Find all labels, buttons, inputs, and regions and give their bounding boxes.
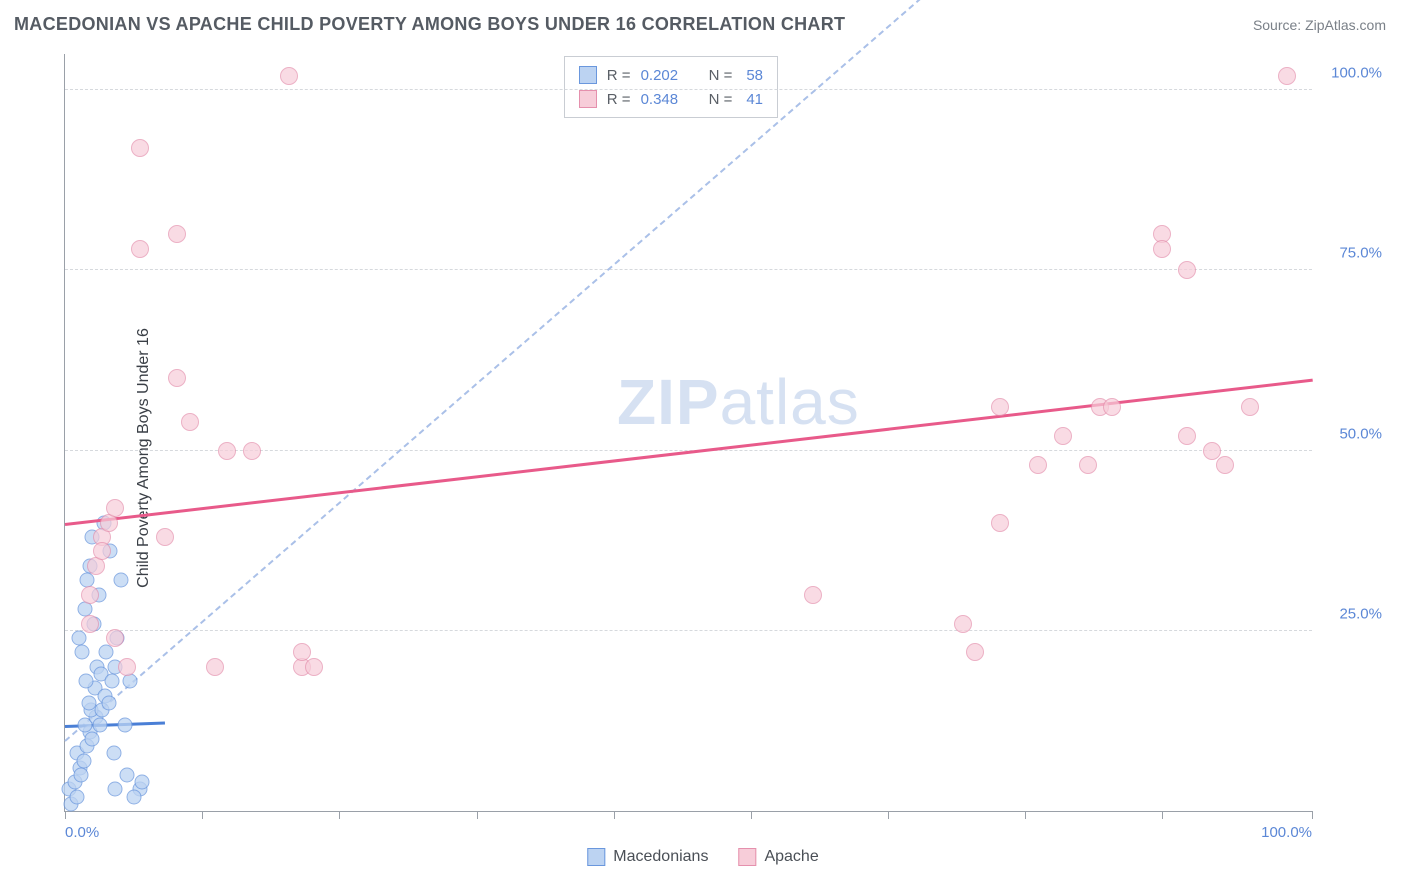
- x-tick: [339, 811, 340, 819]
- data-point: [280, 67, 298, 85]
- legend-label: Apache: [764, 848, 818, 866]
- data-point: [135, 775, 150, 790]
- data-point: [71, 630, 86, 645]
- data-point: [168, 369, 186, 387]
- plot-area: ZIPatlas R =0.202N =58R =0.348N =41 25.0…: [64, 54, 1312, 812]
- data-point: [99, 645, 114, 660]
- data-point: [74, 767, 89, 782]
- y-tick-label: 25.0%: [1339, 605, 1382, 622]
- data-point: [1278, 67, 1296, 85]
- data-point: [81, 586, 99, 604]
- gridline: [65, 269, 1312, 270]
- r-label: R =: [607, 91, 631, 108]
- data-point: [114, 573, 129, 588]
- legend-swatch: [587, 848, 605, 866]
- chart-header: MACEDONIAN VS APACHE CHILD POVERTY AMONG…: [0, 0, 1406, 41]
- n-label: N =: [709, 91, 733, 108]
- data-point: [991, 514, 1009, 532]
- data-point: [106, 746, 121, 761]
- data-point: [218, 442, 236, 460]
- data-point: [75, 645, 90, 660]
- legend-swatch: [579, 66, 597, 84]
- data-point: [118, 658, 136, 676]
- legend-correlation: R = 0.202 N = 58 R = 0.348 N = 41: [564, 56, 778, 118]
- data-point: [85, 731, 100, 746]
- data-point: [804, 586, 822, 604]
- data-point: [966, 643, 984, 661]
- y-tick-label: 100.0%: [1331, 65, 1382, 82]
- data-point: [181, 413, 199, 431]
- data-point: [206, 658, 224, 676]
- data-point: [81, 695, 96, 710]
- data-point: [168, 225, 186, 243]
- data-point: [106, 629, 124, 647]
- data-point: [106, 499, 124, 517]
- r-label: R =: [607, 67, 631, 84]
- data-point: [81, 615, 99, 633]
- data-point: [101, 695, 116, 710]
- data-point: [954, 615, 972, 633]
- data-point: [131, 240, 149, 258]
- watermark-bold: ZIP: [617, 366, 720, 438]
- legend-row: R = 0.348 N = 41: [579, 87, 763, 111]
- x-tick: [1025, 811, 1026, 819]
- data-point: [105, 674, 120, 689]
- x-tick: [1312, 811, 1313, 819]
- x-tick: [202, 811, 203, 819]
- x-tick: [1162, 811, 1163, 819]
- data-point: [1216, 456, 1234, 474]
- data-point: [93, 542, 111, 560]
- legend-item: Apache: [738, 848, 818, 866]
- legend-swatch: [738, 848, 756, 866]
- legend-item: Macedonians: [587, 848, 708, 866]
- data-point: [1241, 398, 1259, 416]
- data-point: [1178, 427, 1196, 445]
- x-tick-label: 100.0%: [1261, 824, 1312, 841]
- data-point: [76, 753, 91, 768]
- data-point: [243, 442, 261, 460]
- y-tick-label: 50.0%: [1339, 425, 1382, 442]
- legend-series: Macedonians Apache: [587, 848, 818, 866]
- watermark-rest: atlas: [720, 366, 860, 438]
- data-point: [1029, 456, 1047, 474]
- watermark: ZIPatlas: [617, 365, 860, 439]
- chart-title: MACEDONIAN VS APACHE CHILD POVERTY AMONG…: [14, 14, 845, 35]
- data-point: [1178, 261, 1196, 279]
- data-point: [1079, 456, 1097, 474]
- x-tick: [751, 811, 752, 819]
- y-tick-label: 75.0%: [1339, 245, 1382, 262]
- data-point: [305, 658, 323, 676]
- data-point: [991, 398, 1009, 416]
- legend-row: R = 0.202 N = 58: [579, 63, 763, 87]
- x-tick: [477, 811, 478, 819]
- data-point: [156, 528, 174, 546]
- data-point: [107, 782, 122, 797]
- data-point: [117, 717, 132, 732]
- r-value: 0.202: [641, 67, 689, 84]
- data-point: [126, 789, 141, 804]
- data-point: [1103, 398, 1121, 416]
- chart-container: Child Poverty Among Boys Under 16 ZIPatl…: [14, 44, 1392, 872]
- data-point: [92, 717, 107, 732]
- data-point: [1153, 240, 1171, 258]
- data-point: [70, 789, 85, 804]
- x-tick: [888, 811, 889, 819]
- n-value: 41: [746, 91, 763, 108]
- data-point: [122, 674, 137, 689]
- legend-label: Macedonians: [613, 848, 708, 866]
- data-point: [120, 767, 135, 782]
- data-point: [1054, 427, 1072, 445]
- legend-swatch: [579, 90, 597, 108]
- n-label: N =: [709, 67, 733, 84]
- n-value: 58: [746, 67, 763, 84]
- x-tick: [614, 811, 615, 819]
- gridline: [65, 89, 1312, 90]
- x-tick: [65, 811, 66, 819]
- data-point: [131, 139, 149, 157]
- data-point: [79, 674, 94, 689]
- chart-source: Source: ZipAtlas.com: [1253, 17, 1386, 33]
- gridline: [65, 630, 1312, 631]
- x-tick-label: 0.0%: [65, 824, 99, 841]
- r-value: 0.348: [641, 91, 689, 108]
